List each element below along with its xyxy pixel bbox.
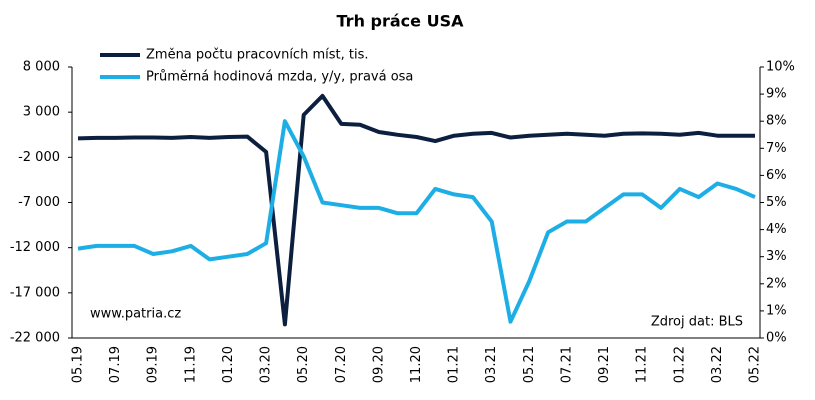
y2-tick-label: 5%	[766, 195, 787, 210]
x-tick-label: 11.20	[409, 346, 424, 383]
annotation: www.patria.cz	[90, 307, 181, 322]
x-tick-label: 09.20	[371, 346, 386, 383]
y-tick-label: -22 000	[10, 331, 60, 346]
x-tick-label: 05.21	[522, 346, 537, 383]
y-tick-label: -7 000	[18, 195, 60, 210]
y2-tick-label: 9%	[766, 87, 787, 102]
y2-tick-label: 1%	[766, 303, 787, 318]
y2-tick-label: 0%	[766, 331, 787, 346]
x-tick-label: 07.21	[559, 346, 574, 383]
x-tick-label: 03.22	[710, 346, 725, 383]
x-tick-label: 07.20	[334, 346, 349, 383]
x-tick-label: 05.19	[71, 346, 86, 383]
x-tick-label: 03.21	[484, 346, 499, 383]
y2-tick-label: 7%	[766, 141, 787, 156]
x-tick-label: 09.19	[146, 346, 161, 383]
x-tick-label: 01.22	[672, 346, 687, 383]
series-line	[77, 93, 755, 327]
y2-tick-label: 3%	[766, 249, 787, 264]
y-tick-label: -2 000	[18, 150, 60, 165]
y-tick-label: -17 000	[10, 285, 60, 300]
x-tick-label: 09.21	[597, 346, 612, 383]
y-tick-label: 3 000	[23, 105, 60, 120]
x-tick-label: 01.20	[221, 346, 236, 383]
x-tick-label: 05.20	[296, 346, 311, 383]
x-tick-label: 05.22	[748, 346, 763, 383]
legend-label: Změna počtu pracovních míst, tis.	[146, 48, 368, 63]
y2-tick-label: 6%	[766, 168, 787, 183]
x-tick-label: 07.19	[108, 346, 123, 383]
y-tick-label: 8 000	[23, 60, 60, 75]
x-tick-label: 01.21	[447, 346, 462, 383]
legend-label: Průměrná hodinová mzda, y/y, pravá osa	[146, 70, 413, 85]
y-tick-label: -12 000	[10, 240, 60, 255]
y2-tick-label: 8%	[766, 114, 787, 129]
chart-title: Trh práce USA	[337, 12, 465, 31]
series-line	[77, 119, 756, 324]
annotation: Zdroj dat: BLS	[651, 315, 743, 330]
y2-tick-label: 10%	[766, 60, 795, 75]
x-tick-label: 03.20	[259, 346, 274, 383]
x-tick-label: 11.19	[183, 346, 198, 383]
y2-tick-label: 4%	[766, 222, 787, 237]
y2-tick-label: 2%	[766, 276, 787, 291]
x-tick-label: 11.21	[635, 346, 650, 383]
